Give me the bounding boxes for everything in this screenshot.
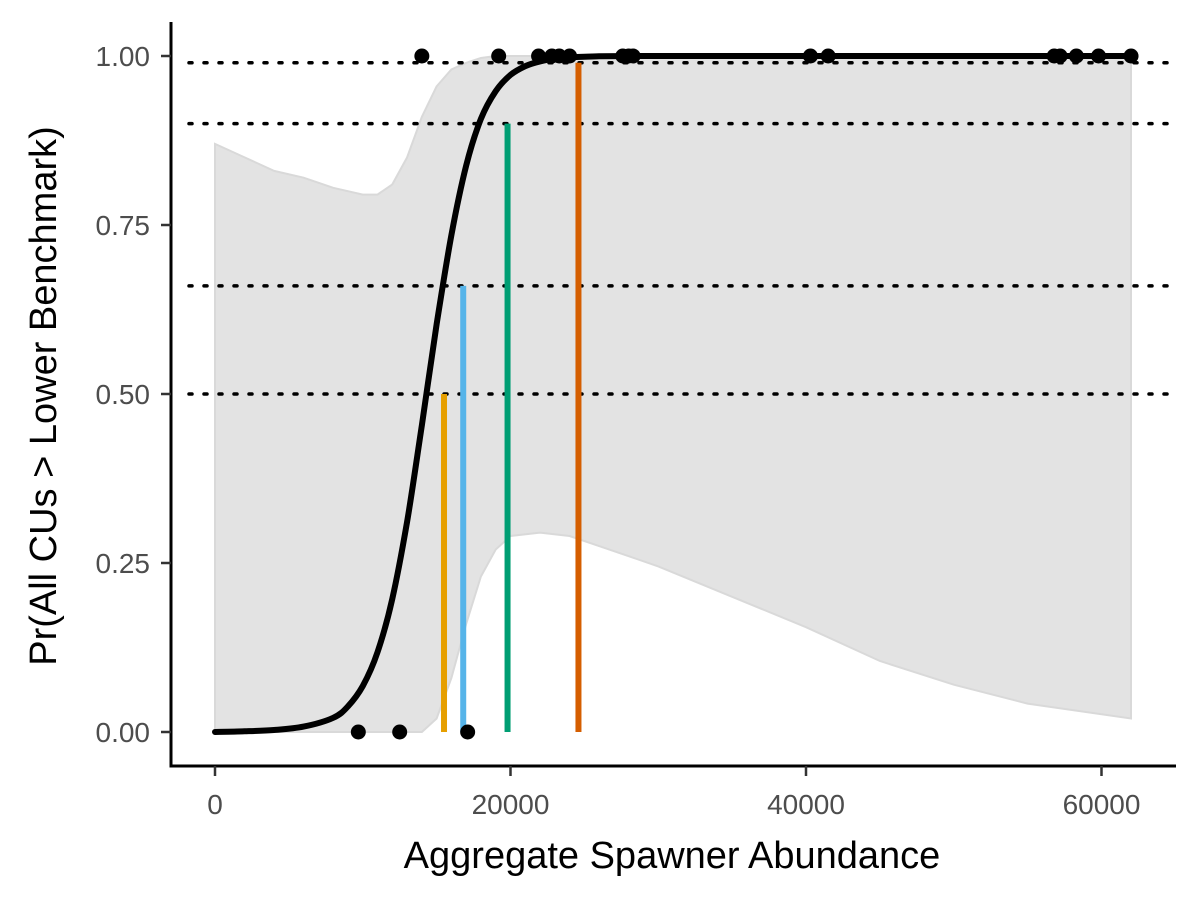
x-tick-label: 40000 [767,789,845,820]
tick-labels-layer: 0 20000 40000 60000 0.00 0.25 0.50 0.75 1.00 [96,41,1141,820]
x-tick-label: 60000 [1063,789,1141,820]
observation-point [551,48,567,64]
fitted-curve-layer [212,52,1134,735]
x-tick-label: 0 [207,789,223,820]
y-axis-title: Pr(All CUs > Lower Benchmark) [23,126,65,666]
observation-point [1091,48,1107,64]
observation-point [531,48,547,64]
observation-point [820,48,836,64]
y-tick-label: 0.00 [96,717,151,748]
x-tick-label: 20000 [472,789,550,820]
observation-point [1068,48,1084,64]
observation-point [562,48,578,64]
x-axis-title: Aggregate Spawner Abundance [404,835,941,877]
observation-point [392,724,408,740]
observation-point [460,724,476,740]
y-tick-label: 0.25 [96,548,151,579]
observation-point [1052,48,1068,64]
observation-point [350,724,366,740]
observation-point [625,48,641,64]
observation-points-layer [350,48,1139,740]
y-tick-label: 0.50 [96,379,151,410]
observation-point [802,48,818,64]
fitted-curve [212,52,1134,735]
observation-point [491,48,507,64]
y-tick-label: 1.00 [96,41,151,72]
observation-point [1123,48,1139,64]
threshold-lines-layer [187,61,1174,396]
observation-point [414,48,430,64]
benchmark-lines-layer [441,62,582,732]
y-tick-label: 0.75 [96,210,151,241]
